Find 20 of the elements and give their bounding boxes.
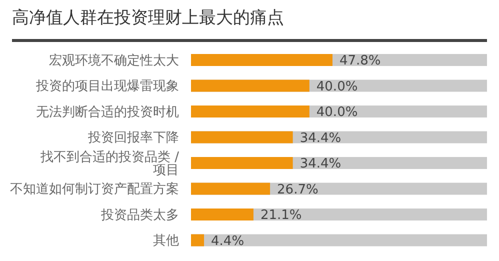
data-label: 21.1% [260, 208, 302, 224]
y-tick-label: 其他 [153, 234, 179, 249]
data-label: 34.4% [300, 130, 342, 146]
y-tick-label: 投资回报率下降 [87, 130, 179, 146]
bar [191, 182, 270, 195]
y-tick-label: 无法判断合适的投资时机 [36, 104, 179, 120]
data-label: 34.4% [300, 156, 342, 172]
y-tick-label: 不知道如何制订资产配置方案 [10, 181, 179, 198]
y-tick-label: 找不到合适的投资品类 / 项目 [39, 150, 180, 178]
bar [191, 234, 204, 246]
data-label: 40.0% [316, 79, 358, 94]
y-tick-label: 宏观环境不确定性太大 [49, 52, 179, 68]
bar [191, 208, 254, 220]
data-label: 4.4% [211, 234, 244, 249]
data-label: 47.8% [339, 54, 381, 69]
data-label: 40.0% [316, 105, 358, 120]
data-label: 26.7% [277, 182, 318, 198]
y-tick-label: 投资的项目出现爆雷现象 [35, 79, 179, 94]
chart-title: 高净值人群在投资理财上最大的痛点 [12, 7, 284, 29]
y-tick-label: 投资品类太多 [100, 208, 179, 223]
